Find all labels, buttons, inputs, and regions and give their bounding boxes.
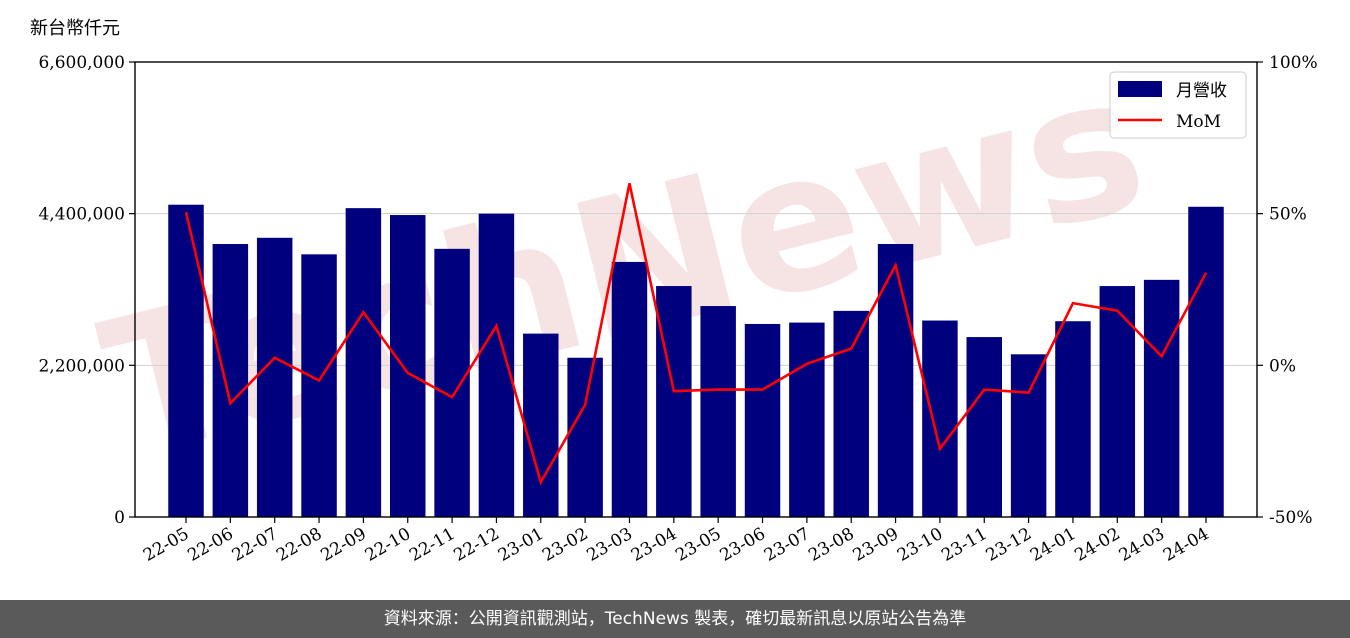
- revenue-bar: [523, 333, 559, 517]
- x-tick-label: 23-09: [850, 524, 902, 566]
- x-tick-label: 23-02: [539, 524, 591, 566]
- x-tick-label: 22-05: [140, 524, 192, 566]
- revenue-bar: [168, 204, 204, 518]
- x-tick-label: 23-10: [894, 524, 946, 566]
- x-tick-label: 23-01: [495, 524, 547, 566]
- right-tick-label: -50%: [1269, 508, 1313, 528]
- right-tick-label: 50%: [1269, 205, 1307, 225]
- revenue-bar: [789, 322, 825, 517]
- mom-line: [184, 183, 1208, 486]
- x-tick-label: 23-07: [761, 524, 813, 566]
- revenue-bar: [1055, 321, 1091, 517]
- x-tick-label: 24-04: [1160, 524, 1212, 566]
- x-tick-label: 22-11: [406, 524, 458, 566]
- x-tick-label: 22-09: [317, 524, 369, 566]
- mom-line-series: [184, 183, 1208, 486]
- revenue-bar: [656, 286, 692, 517]
- x-tick-label: 24-03: [1116, 524, 1168, 566]
- x-tick-label: 23-06: [717, 524, 769, 566]
- x-tick-label: 23-08: [805, 524, 857, 566]
- revenue-bar: [1099, 286, 1136, 517]
- revenue-bar: [1010, 354, 1047, 517]
- left-tick-label: 4,400,000: [38, 205, 125, 225]
- legend: 月營收 MoM: [1109, 71, 1247, 139]
- revenue-bar: [390, 215, 426, 517]
- revenue-chart: TechNews 02,200,0004,400,0006,600,000-50…: [38, 31, 1318, 566]
- revenue-bar: [833, 310, 869, 517]
- revenue-bar: [345, 208, 382, 517]
- revenue-bar: [567, 357, 603, 517]
- x-tick-label: 22-08: [273, 524, 325, 566]
- revenue-bar: [1188, 206, 1224, 518]
- revenue-bar: [877, 244, 914, 517]
- legend-bar-swatch: [1118, 81, 1162, 97]
- x-tick-label: 24-01: [1027, 524, 1079, 566]
- y-axis-unit-label: 新台幣仟元: [30, 18, 120, 39]
- source-footer: 資料來源：公開資訊觀測站，TechNews 製表，確切最新訊息以原站公告為準: [0, 600, 1350, 638]
- x-tick-label: 23-03: [584, 524, 636, 566]
- plot-frame: [134, 61, 1258, 518]
- right-tick-label: 0%: [1269, 356, 1296, 376]
- x-tick-label: 22-12: [450, 524, 502, 566]
- x-tick-label: 22-07: [229, 524, 281, 566]
- left-tick-label: 2,200,000: [38, 356, 125, 376]
- x-tick-label: 23-11: [938, 524, 990, 566]
- revenue-bar: [966, 337, 1002, 517]
- x-tick-label: 22-10: [362, 524, 414, 566]
- left-tick-label: 0: [114, 508, 125, 528]
- x-tick-label: 23-04: [628, 524, 680, 566]
- right-tick-label: 100%: [1269, 53, 1318, 73]
- revenue-bar: [744, 323, 781, 517]
- revenue-bar: [434, 248, 470, 518]
- legend-label-mom: MoM: [1176, 112, 1221, 132]
- revenue-bar: [212, 244, 249, 517]
- x-tick-label: 23-05: [672, 524, 724, 566]
- revenue-bar: [611, 261, 648, 517]
- x-tick-label: 23-12: [983, 524, 1035, 566]
- revenue-bar: [1143, 279, 1180, 517]
- revenue-bar: [301, 254, 337, 517]
- revenue-bar: [922, 320, 958, 517]
- revenue-bar: [256, 237, 293, 517]
- bar-series: [168, 204, 1224, 518]
- revenue-bar: [700, 306, 736, 517]
- x-tick-label: 24-02: [1071, 524, 1123, 566]
- left-tick-label: 6,600,000: [38, 53, 125, 73]
- legend-label-revenue: 月營收: [1176, 81, 1227, 101]
- x-tick-label: 22-06: [184, 524, 236, 566]
